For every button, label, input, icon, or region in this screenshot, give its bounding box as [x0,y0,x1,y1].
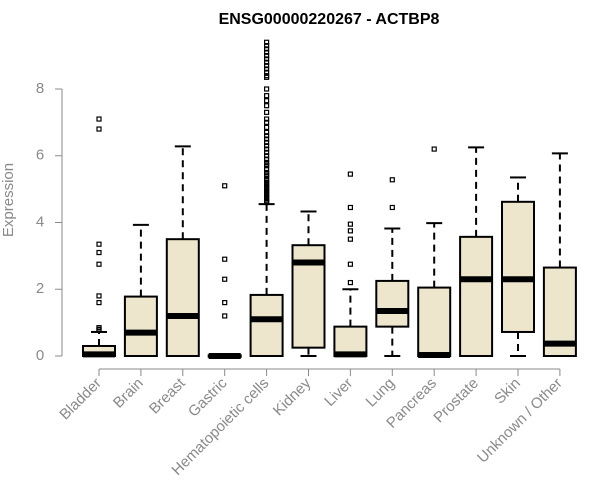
x-tick-label: Lung [363,375,399,411]
box-iqr [249,293,284,357]
outlier-point [264,116,270,122]
outlier-point [222,313,228,319]
outlier-point [264,98,270,104]
x-tick-label: Prostate [430,375,482,427]
outlier-point [347,236,353,242]
outlier-point [347,261,353,267]
outlier-point [264,173,270,179]
y-tick-label: 4 [36,213,44,230]
outlier-point [264,156,270,162]
outlier-point [264,103,270,109]
box-iqr [417,286,452,357]
outlier-point [264,146,270,152]
y-tick-label: 2 [36,280,44,297]
x-tick-label: Bladder [56,375,105,424]
outlier-point [264,66,270,72]
outlier-point [264,93,270,99]
outlier-point [264,46,270,52]
outlier-point [264,49,270,55]
x-tick-label: Brain [110,375,147,412]
outlier-point [264,163,270,169]
box-iqr [375,279,410,328]
outlier-point [222,300,228,306]
outlier-point [264,199,270,206]
y-axis-label: Expression [0,163,17,237]
outlier-point [264,136,270,142]
outlier-point [264,119,270,125]
outlier-point [264,109,270,115]
box-iqr [333,325,368,358]
box-iqr [123,295,158,357]
outlier-point [347,228,353,234]
y-tick-label: 6 [36,147,44,164]
box-kidney [291,210,326,357]
outlier-point [264,86,270,92]
y-tick-label: 0 [36,347,44,364]
outlier-point [389,177,395,183]
outlier-point [96,241,102,247]
outlier-point [264,129,270,135]
outlier-point [264,56,270,62]
outlier-point [264,139,270,145]
outlier-point [222,183,228,189]
box-unknown-other [542,152,577,357]
y-tick-label: 8 [36,80,44,97]
outlier-point [264,59,270,65]
outlier-point [264,143,270,149]
outlier-point [347,204,353,211]
x-tick-label: Kidney [270,374,315,419]
outlier-point [96,300,102,306]
box-iqr [459,235,494,358]
box-iqr [501,200,535,333]
box-bladder [82,116,116,358]
outlier-point [431,146,437,152]
outlier-point [264,166,270,172]
box-hematopoietic-cells [249,39,284,357]
outlier-point [264,149,270,156]
outlier-point [96,261,102,267]
box-liver [333,171,368,358]
outlier-point [347,279,353,286]
box-pancreas [417,146,452,358]
chart-title: ENSG00000220267 - ACTBP8 [219,11,440,28]
outlier-point [96,126,102,132]
box-breast [165,145,200,357]
x-tick-label: Liver [321,375,356,410]
outlier-point [389,204,395,211]
outlier-point [264,43,270,49]
box-skin [501,176,535,357]
outlier-point [347,171,353,177]
outlier-point [347,221,353,227]
outlier-point [96,327,102,333]
x-tick-label: Skin [491,375,524,408]
box-brain [123,223,158,357]
outlier-point [264,124,270,130]
outlier-point [264,53,270,59]
outlier-point [96,116,102,122]
box-prostate [459,146,494,358]
outlier-point [264,63,270,69]
outlier-point [264,74,270,80]
outlier-point [222,276,228,282]
x-tick-label: Breast [146,374,189,417]
outlier-point [222,256,228,262]
box-lung [375,177,410,357]
outlier-point [96,293,102,299]
outlier-point [264,153,270,159]
box-gastric [207,183,242,359]
outlier-point [264,69,270,75]
outlier-point [96,249,102,256]
outlier-point [264,39,270,45]
box-iqr [165,238,200,357]
outlier-point [264,133,270,139]
